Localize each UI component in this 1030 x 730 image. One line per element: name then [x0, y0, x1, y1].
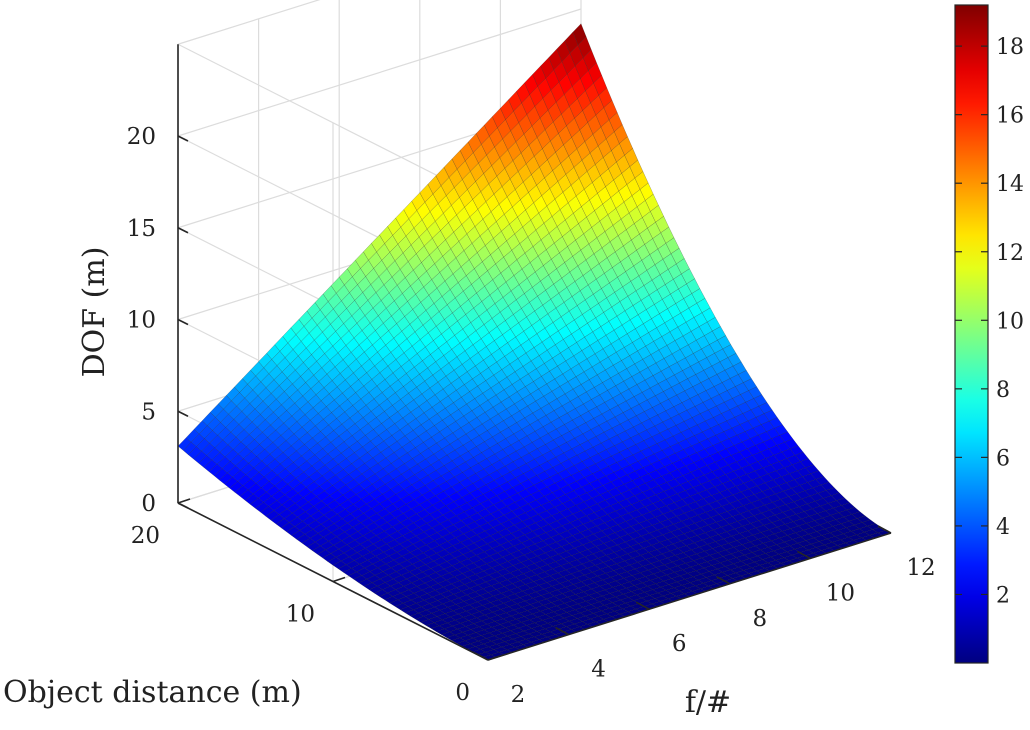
colorbar-tick-label: 6	[996, 446, 1010, 471]
x-tick-label: 10	[826, 580, 855, 606]
colorbar-tick-label: 2	[996, 583, 1010, 608]
grid-line	[177, 8, 582, 137]
x-tick-label: 2	[511, 682, 526, 708]
x-tick-label: 6	[672, 631, 687, 657]
y-tick-label: 0	[455, 680, 470, 706]
x-tick-label: 8	[752, 606, 767, 632]
y-tick-label: 20	[131, 523, 160, 549]
colorbar: 2 4 6 8 10 12 14 16 18	[954, 4, 1024, 664]
y-axis-title: Object distance (m)	[3, 675, 302, 710]
z-tick-label: 5	[141, 399, 156, 425]
colorbar-tick-label: 18	[996, 35, 1024, 60]
z-tick	[177, 410, 189, 417]
colorbar-tick-label: 8	[996, 378, 1010, 403]
z-tick-label: 15	[127, 216, 156, 242]
x-tick-label: 12	[906, 555, 935, 581]
y-tick	[332, 576, 346, 583]
y-tick	[177, 498, 191, 504]
colorbar-gradient	[954, 4, 989, 664]
y-tick-label: 10	[286, 602, 315, 628]
z-tick	[177, 227, 189, 234]
surface	[177, 23, 892, 661]
z-tick	[177, 318, 189, 326]
z-tick	[177, 502, 189, 509]
z-axis-title: DOF (m)	[77, 247, 112, 378]
colorbar-tick-label: 4	[996, 515, 1010, 540]
z-tick-label: 0	[141, 491, 156, 517]
colorbar-tick-label: 10	[996, 309, 1024, 334]
grid-line	[177, 0, 321, 45]
z-tick-label: 10	[127, 308, 156, 334]
colorbar-tick-label: 12	[996, 241, 1024, 266]
colorbar-tick-label: 14	[996, 172, 1024, 197]
x-tick-label: 4	[591, 657, 606, 683]
z-tick-label: 20	[127, 124, 156, 150]
x-axis-title: f/#	[685, 685, 731, 720]
z-tick	[177, 135, 189, 142]
colorbar-tick-label: 16	[996, 104, 1024, 129]
